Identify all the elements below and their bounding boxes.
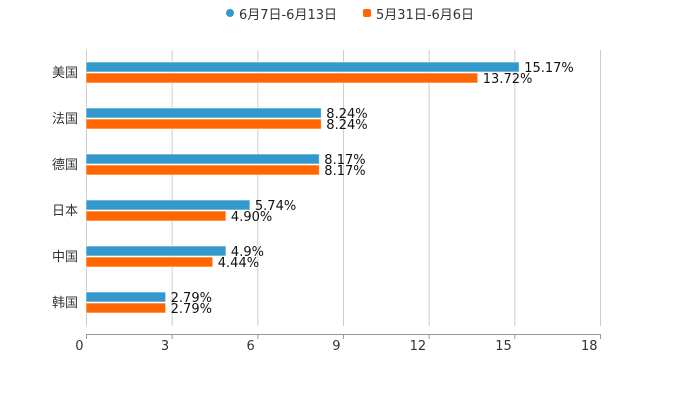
bar[interactable]: [85, 118, 322, 130]
grid-lines: [86, 50, 601, 326]
legend-label-series-2: 5月31日-6月6日: [376, 7, 475, 23]
bars: [85, 61, 520, 314]
x-tick-label: 3: [161, 339, 169, 354]
legend-item-series-2[interactable]: 5月31日-6月6日: [363, 4, 475, 23]
category-label: 法国: [52, 112, 78, 127]
bar-value-label: 13.72%: [483, 72, 533, 87]
x-tick-label: 12: [410, 339, 427, 354]
category-label: 日本: [52, 204, 78, 219]
data-labels: 15.17%13.72%8.24%8.24%8.17%8.17%5.74%4.9…: [171, 61, 574, 317]
x-tick-label: 15: [495, 339, 512, 354]
bar[interactable]: [85, 164, 320, 176]
bar-value-label: 4.9%: [231, 245, 264, 260]
x-tick-label: 0: [75, 339, 83, 354]
x-tick-label: 9: [332, 339, 340, 354]
category-label: 美国: [52, 66, 78, 81]
x-axis: 0 3 6 9 12 15 18: [75, 334, 601, 354]
bar-value-label: 8.17%: [324, 153, 365, 168]
bar-value-label: 8.24%: [326, 107, 367, 122]
legend-label-series-1: 6月7日-6月13日: [238, 7, 337, 23]
bar[interactable]: [85, 302, 167, 314]
bar[interactable]: [85, 199, 251, 211]
legend-marker-series-2: [363, 9, 371, 17]
bar[interactable]: [85, 291, 167, 303]
bar[interactable]: [85, 61, 520, 73]
bar-value-label: 4.44%: [218, 256, 259, 271]
bar-value-label: 8.24%: [326, 118, 367, 133]
bar-value-label: 2.79%: [171, 291, 212, 306]
bar-value-label: 8.17%: [324, 164, 365, 179]
x-tick-label: 6: [247, 339, 255, 354]
bar[interactable]: [85, 72, 479, 84]
category-label: 韩国: [52, 296, 78, 311]
bar-value-label: 4.90%: [231, 210, 272, 225]
bar-value-label: 5.74%: [255, 199, 296, 214]
bar[interactable]: [85, 153, 320, 165]
category-label: 中国: [52, 250, 78, 265]
bar-value-label: 2.79%: [171, 302, 212, 317]
bar[interactable]: [85, 107, 322, 119]
bar[interactable]: [85, 245, 227, 257]
legend-marker-series-1: [225, 9, 234, 17]
bar[interactable]: [85, 256, 214, 268]
chart-legend: 6月7日-6月13日 5月31日-6月6日: [0, 4, 700, 23]
x-tick-label: 18: [581, 339, 598, 354]
legend-item-series-1[interactable]: 6月7日-6月13日: [225, 4, 337, 23]
bar[interactable]: [85, 210, 227, 222]
category-label: 德国: [52, 158, 78, 173]
bar-value-label: 15.17%: [524, 61, 574, 76]
